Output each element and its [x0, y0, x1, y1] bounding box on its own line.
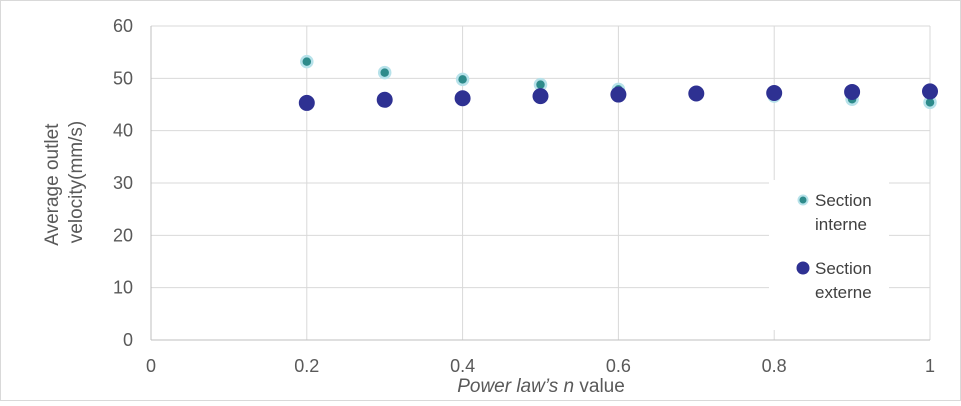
legend-marker-series-2 — [796, 261, 810, 275]
y-tick-label: 10 — [113, 278, 133, 298]
x-tick-label: 0.4 — [450, 356, 475, 376]
axes — [150, 26, 930, 341]
legend-background — [769, 180, 889, 330]
data-point-series-2 — [532, 88, 549, 105]
tick-labels: 0 10 20 30 40 50 60 0 0.2 0.4 0.6 0.8 1 — [113, 16, 935, 376]
y-tick-label: 50 — [113, 68, 133, 88]
data-point-series-1 — [300, 54, 314, 69]
x-tick-label: 0.6 — [606, 356, 631, 376]
data-point-series-2 — [688, 85, 705, 102]
x-axis-title-suffix: value — [574, 376, 625, 397]
data-point-series-2 — [454, 90, 471, 107]
legend: Section interne Section externe — [796, 191, 872, 302]
legend-label-series-2: Section externe — [815, 259, 872, 302]
legend-label-line: externe — [815, 283, 872, 302]
y-axis-title-line-2: velocity(mm/s) — [66, 121, 87, 243]
y-axis-title: Average outlet velocity(mm/s) — [42, 118, 87, 245]
legend-label-line: interne — [815, 215, 867, 234]
legend-label-line: Section — [815, 259, 872, 278]
x-axis-title-prefix: Power law’s — [457, 376, 563, 397]
y-tick-label: 30 — [113, 173, 133, 193]
y-tick-label: 40 — [113, 121, 133, 141]
data-point-series-2 — [376, 91, 393, 108]
data-point-series-1 — [377, 65, 392, 80]
x-axis-title: Power law’s n value — [457, 376, 625, 397]
data-point-series-2 — [610, 86, 627, 103]
x-tick-label: 0.2 — [294, 356, 319, 376]
data-point-series-2 — [766, 84, 783, 101]
legend-marker-series-1 — [797, 194, 809, 206]
x-tick-label: 0 — [146, 356, 156, 376]
x-tick-label: 0.8 — [762, 356, 787, 376]
y-axis-title-line-1: Average outlet — [42, 123, 63, 246]
data-point-series-1 — [455, 72, 470, 87]
data-points — [298, 54, 938, 111]
legend-label-line: Section — [815, 191, 872, 210]
legend-label-series-1: Section interne — [815, 191, 872, 234]
y-tick-label: 60 — [113, 16, 133, 36]
data-point-series-2 — [298, 94, 315, 111]
x-axis-title-variable: n — [564, 376, 575, 397]
y-tick-label: 20 — [113, 225, 133, 245]
data-point-series-2 — [922, 83, 938, 100]
data-point-series-2 — [844, 83, 861, 100]
x-tick-label: 1 — [925, 356, 935, 376]
y-tick-label: 0 — [123, 330, 133, 350]
